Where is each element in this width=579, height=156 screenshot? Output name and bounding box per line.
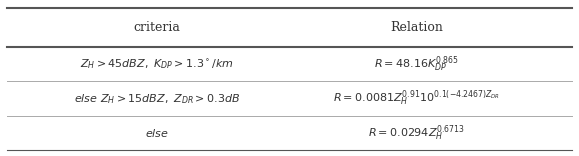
Text: $Z_{H}>45dBZ,\ K_{DP}>1.3^\circ/km$: $Z_{H}>45dBZ,\ K_{DP}>1.3^\circ/km$: [80, 57, 234, 71]
Text: $R=0.0081Z_{H}^{0.91}10^{0.1(-4.2467)Z_{DR}}$: $R=0.0081Z_{H}^{0.91}10^{0.1(-4.2467)Z_{…: [333, 89, 500, 108]
Text: Relation: Relation: [390, 21, 443, 34]
Text: $else$: $else$: [145, 127, 169, 139]
Text: criteria: criteria: [134, 21, 181, 34]
Text: $R=48.16K_{DP}^{0.865}$: $R=48.16K_{DP}^{0.865}$: [374, 54, 459, 74]
Text: $else\ Z_{H}>15dBZ,\ Z_{DR}>0.3dB$: $else\ Z_{H}>15dBZ,\ Z_{DR}>0.3dB$: [74, 92, 240, 106]
Text: $R=0.0294Z_{H}^{0.6713}$: $R=0.0294Z_{H}^{0.6713}$: [368, 123, 465, 143]
